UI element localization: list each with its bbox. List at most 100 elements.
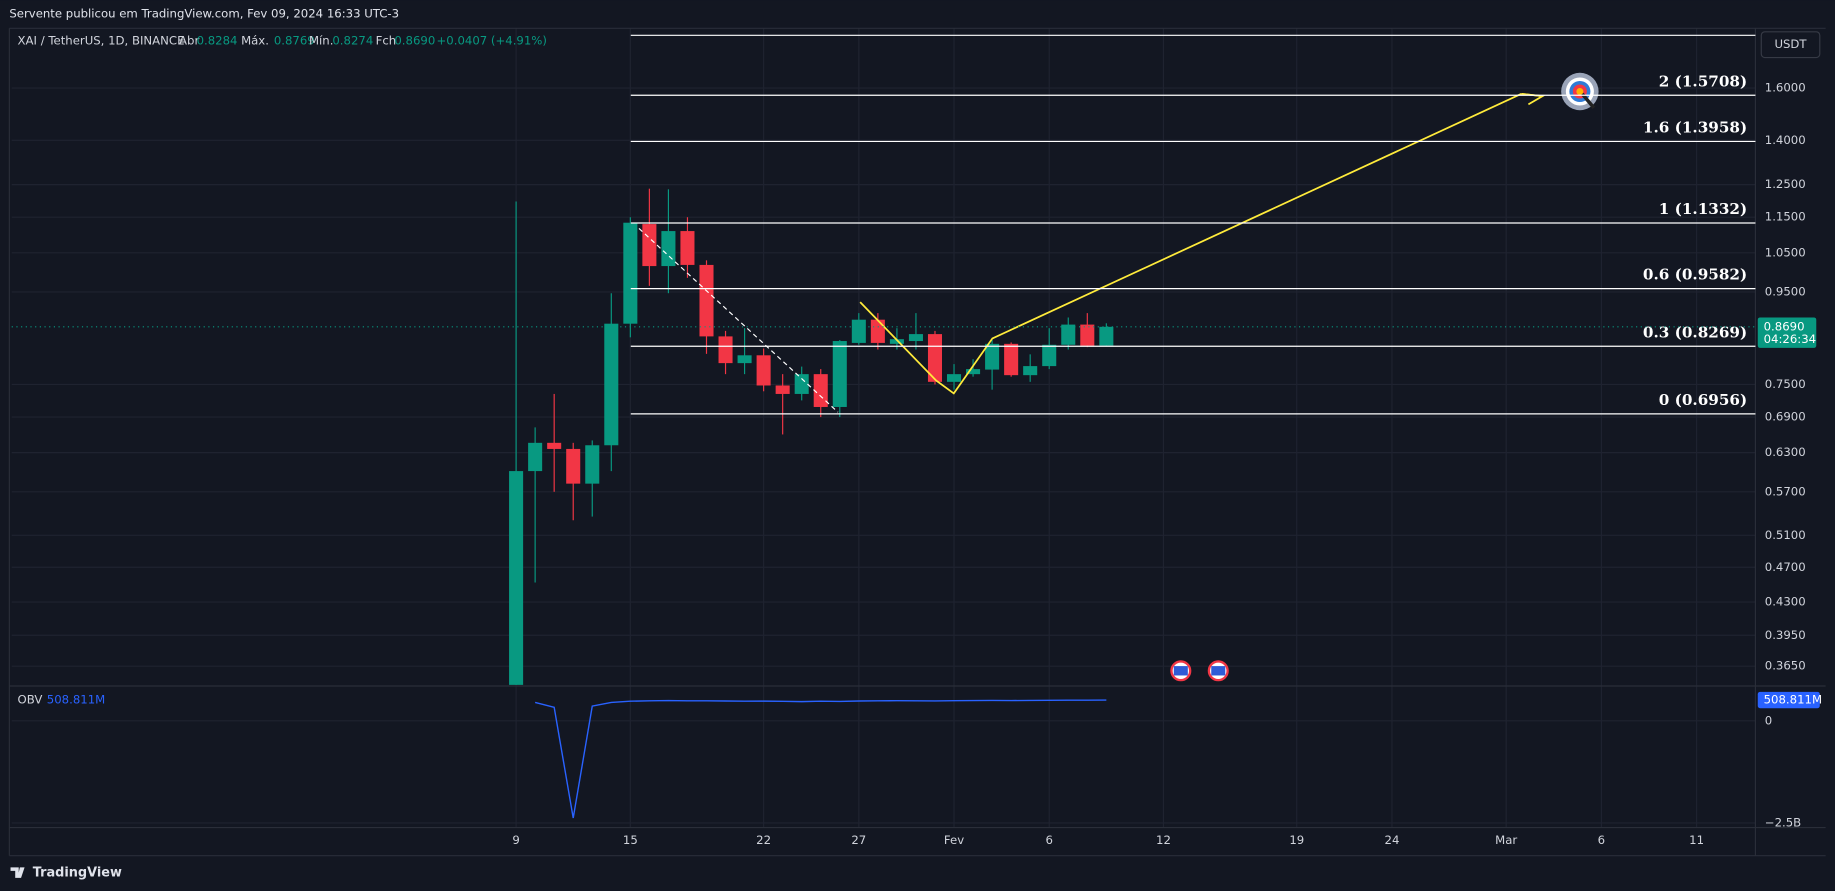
candle-body <box>775 385 790 394</box>
flag-icon <box>1211 666 1226 676</box>
target-dart <box>1580 92 1596 109</box>
candle-body <box>528 442 543 472</box>
ohlc-value: 0.8284 <box>197 34 238 48</box>
currency-button[interactable] <box>1760 31 1821 59</box>
brand-logo <box>10 867 25 878</box>
change: +0.0407 (+4.91%) <box>437 34 547 48</box>
candle-body <box>813 374 828 407</box>
fib-label: 2 (1.5708) <box>1659 72 1747 90</box>
publisher-line: Servente publicou em TradingView.com, Fe… <box>9 7 399 21</box>
y-tick-label: 1.4000 <box>1765 133 1806 147</box>
x-tick-label: Fev <box>944 833 964 847</box>
candle-body <box>642 224 657 267</box>
ohlc-label: Máx. <box>241 34 269 48</box>
x-tick-label: Mar <box>1495 833 1517 847</box>
candle-body <box>966 369 981 375</box>
y-tick-label: 0.4700 <box>1765 560 1806 574</box>
obv-line <box>534 699 1107 819</box>
candle-body <box>1099 326 1114 346</box>
projection-path <box>859 93 1522 395</box>
candle-body <box>832 341 847 407</box>
ohlc-value: 0.8274 <box>332 34 373 48</box>
x-tick-label: 22 <box>756 833 771 847</box>
ohlc-label: Mín. <box>309 34 333 48</box>
last-price-label: 0.8690 <box>1764 319 1805 333</box>
candle-body <box>718 336 733 364</box>
y-tick-label: −2.5B <box>1765 815 1801 829</box>
candle-body <box>1080 324 1095 346</box>
y-tick-label: 0.3650 <box>1765 659 1806 673</box>
fib-label: 1 (1.1332) <box>1659 200 1747 218</box>
x-tick-label: 6 <box>1598 833 1605 847</box>
y-tick-label: 1.0500 <box>1765 245 1806 259</box>
candle-body <box>585 445 600 484</box>
indicator-value: 508.811M <box>47 693 105 707</box>
fib-label: 0.3 (0.8269) <box>1643 323 1747 341</box>
x-tick-label: 12 <box>1156 833 1171 847</box>
grid-layer <box>11 28 1756 828</box>
ohlc-value: 0.8690 <box>394 34 435 48</box>
candle-body <box>509 471 524 685</box>
y-tick-label: 1.2500 <box>1765 177 1806 191</box>
y-tick-label: 0.6300 <box>1765 445 1806 459</box>
brand-name: TradingView <box>33 866 122 881</box>
x-tick-label: 11 <box>1689 833 1704 847</box>
countdown: 04:26:34 <box>1764 332 1817 346</box>
candle-body <box>566 448 581 484</box>
y-tick-label: 0.7500 <box>1765 377 1806 391</box>
event-flags <box>1170 660 1229 682</box>
candle-body <box>851 319 866 343</box>
x-tick-label: 19 <box>1289 833 1304 847</box>
x-tick-label: 27 <box>851 833 866 847</box>
candle-body <box>1004 343 1019 376</box>
y-tick-label: 0.9500 <box>1765 284 1806 298</box>
currency-label[interactable]: USDT <box>1774 37 1807 51</box>
target-icon <box>1561 72 1599 111</box>
candle-body <box>661 231 676 267</box>
x-tick-label: 15 <box>623 833 638 847</box>
ohlc-value: 0.8769 <box>274 34 315 48</box>
candle-body <box>547 442 562 449</box>
candle-body <box>604 323 619 446</box>
ohlc-label: Abr <box>179 34 199 48</box>
candle-body <box>794 374 809 394</box>
fib-label: 1.6 (1.3958) <box>1643 119 1747 137</box>
flag-icon <box>1173 666 1188 676</box>
candle-body <box>908 334 923 342</box>
ohlc-label: Fch <box>376 34 397 48</box>
fib-label: 0 (0.6956) <box>1659 391 1747 409</box>
candle-body <box>889 339 904 344</box>
symbol: XAI / TetherUS, 1D, BINANCE <box>18 34 185 48</box>
candle-body <box>1023 366 1038 376</box>
y-tick-label: 1.1500 <box>1765 210 1806 224</box>
trend-dashed <box>638 227 839 413</box>
y-tick-label: 0.5100 <box>1765 528 1806 542</box>
y-tick-label: 0.4300 <box>1765 595 1806 609</box>
y-tick-label: 0 <box>1765 713 1772 727</box>
y-tick-label: 0.5700 <box>1765 484 1806 498</box>
obv-pane <box>534 699 1107 819</box>
candle-body <box>737 355 752 364</box>
candle-body <box>870 319 885 343</box>
last-price-tag <box>1757 317 1817 348</box>
x-tick-label: 6 <box>1046 833 1053 847</box>
last-value-tag <box>1757 691 1820 709</box>
y-tick-label: 1.6000 <box>1765 81 1806 95</box>
indicator-title: OBV <box>18 693 43 707</box>
candle-body <box>623 222 638 324</box>
y-tick-label: 0.3950 <box>1765 628 1806 642</box>
x-tick-label: 24 <box>1385 833 1400 847</box>
y-tick-label: 0.6900 <box>1765 410 1806 424</box>
candle-body <box>680 231 695 265</box>
candle-body <box>756 355 771 386</box>
candle-body <box>985 343 1000 370</box>
target-center <box>1576 87 1584 96</box>
candle-body <box>947 374 962 382</box>
candle-body <box>699 264 714 337</box>
fib-label: 0.6 (0.9582) <box>1643 266 1747 284</box>
candle-body <box>1042 344 1057 367</box>
candle-body <box>1061 324 1076 345</box>
